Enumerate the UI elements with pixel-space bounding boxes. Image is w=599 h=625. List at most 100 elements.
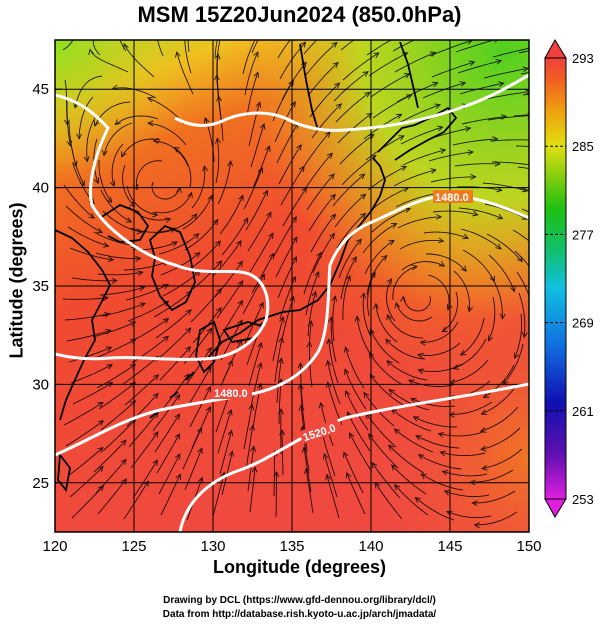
streamline (321, 432, 336, 477)
streamline (386, 360, 428, 381)
streamline-arrowhead (391, 223, 398, 229)
streamline-arrowhead (212, 218, 219, 226)
streamline-arrowhead (496, 214, 504, 220)
streamline (332, 173, 365, 207)
streamline-arrowhead (174, 413, 181, 420)
streamline-arrowhead (368, 133, 375, 140)
streamline-arrowhead (471, 500, 478, 507)
streamline-arrowhead (152, 137, 159, 144)
streamline-arrowhead (288, 80, 294, 87)
credit-data-source: Data from http://database.rish.kyoto-u.a… (162, 609, 437, 620)
streamline-arrowhead (480, 445, 487, 452)
colorbar-min-arrow (544, 498, 567, 518)
streamline (389, 389, 430, 411)
streamline (391, 464, 427, 495)
streamline (375, 303, 398, 343)
streamline-arrowhead (388, 239, 395, 246)
streamline (326, 474, 340, 519)
streamline-arrowhead (410, 397, 417, 404)
streamline (247, 212, 272, 252)
streamline (371, 208, 411, 233)
streamline-arrowhead (307, 320, 314, 327)
streamline (274, 101, 296, 143)
streamline (218, 96, 224, 142)
streamline (334, 193, 366, 228)
streamline-arrowhead (464, 126, 472, 132)
streamline (277, 40, 291, 59)
streamline-arrowhead (354, 315, 361, 322)
streamline-arrowhead (434, 103, 442, 110)
streamline-arrowhead (101, 149, 108, 157)
streamline-arrowhead (395, 113, 403, 120)
streamline-arrowhead (273, 470, 280, 478)
colorbar-tick-277: 277 (572, 227, 594, 242)
streamline (273, 450, 276, 497)
streamline-arrowhead (394, 484, 401, 491)
streamline (246, 72, 259, 117)
streamline (97, 478, 127, 515)
streamline-arrowhead (152, 211, 159, 218)
streamline (182, 427, 202, 470)
streamline-arrowhead (473, 522, 480, 529)
streamline-arrowhead (441, 326, 448, 333)
lat-lon-grid (55, 40, 529, 532)
streamline (161, 373, 190, 411)
streamline-arrowhead (469, 479, 476, 486)
streamline (274, 337, 283, 383)
streamline-arrowhead (441, 470, 449, 476)
streamline (370, 329, 400, 364)
streamline-arrowhead (406, 94, 413, 100)
streamline (385, 338, 426, 360)
streamline (342, 52, 380, 81)
streamline (275, 236, 298, 278)
streamline-arrowhead (345, 471, 352, 479)
streamline-arrowhead (213, 74, 220, 81)
streamline (215, 138, 220, 184)
streamline-arrowhead (197, 476, 204, 484)
streamline-arrowhead (215, 240, 221, 247)
streamline-arrowhead (415, 435, 422, 441)
streamline (94, 338, 137, 359)
streamline-arrowhead (152, 374, 160, 381)
streamline-arrowhead (495, 58, 503, 65)
streamline-arrowhead (216, 260, 223, 267)
streamline-arrowhead (360, 193, 367, 200)
streamline (217, 409, 232, 454)
streamline-arrowhead (345, 274, 351, 282)
credit-drawing: Drawing by DCL (https://www.gfd-dennou.o… (163, 595, 436, 606)
streamline (459, 82, 504, 95)
streamline (305, 42, 338, 76)
streamline (67, 226, 109, 247)
streamline-arrowhead (480, 409, 488, 415)
x-axis-label: Longitude (degrees) (212, 557, 386, 577)
streamline-arrowhead (218, 33, 223, 39)
streamline-arrowhead (257, 341, 263, 349)
streamline (480, 427, 521, 450)
streamline-arrowhead (227, 160, 234, 167)
streamline-arrowhead (522, 66, 529, 73)
streamline (394, 484, 429, 516)
streamline (282, 187, 307, 227)
streamline (341, 155, 377, 186)
streamline-arrowhead (109, 180, 116, 188)
streamline-arrowhead (400, 295, 406, 302)
streamline-arrowhead (76, 133, 83, 140)
streamline-arrowhead (325, 473, 331, 481)
streamline (308, 194, 336, 232)
streamline-arrowhead (531, 308, 536, 313)
streamline (102, 419, 136, 452)
streamline-arrowhead (360, 292, 367, 299)
streamline (249, 233, 274, 273)
streamline (95, 459, 127, 494)
streamline-arrowhead (106, 196, 113, 204)
streamline (517, 166, 529, 169)
streamline-arrowhead (105, 346, 113, 352)
streamline (323, 453, 338, 498)
streamline (438, 431, 484, 437)
streamline (115, 115, 159, 125)
streamline-arrowhead (391, 464, 398, 471)
streamline (487, 296, 496, 342)
streamline-arrowhead (359, 212, 367, 219)
streamline (190, 288, 222, 323)
streamline-arrowhead (147, 120, 154, 127)
